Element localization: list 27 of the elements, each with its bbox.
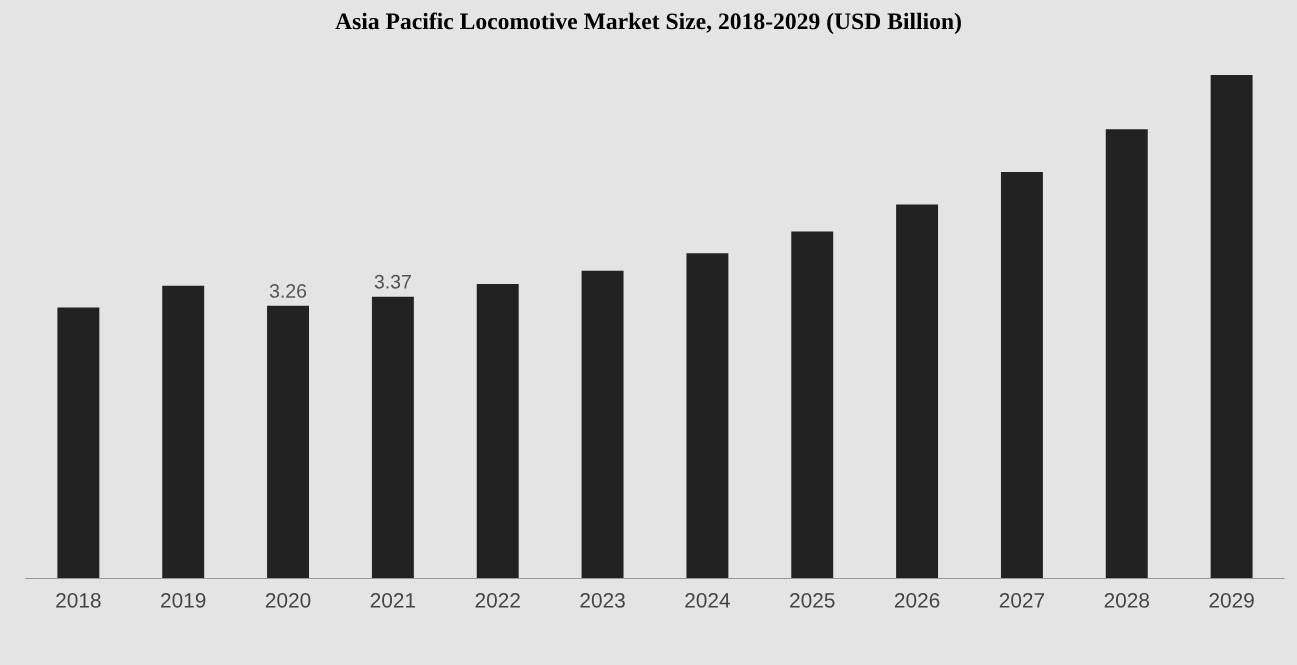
x-tick-label: 2018 (56, 592, 101, 608)
data-label: 3.37 (374, 274, 411, 289)
data-label: 3.26 (269, 284, 307, 298)
x-tick-label: 2020 (265, 592, 311, 608)
x-tick-label: 2026 (894, 592, 940, 608)
bar (162, 285, 205, 579)
bar (1210, 74, 1253, 579)
bar (267, 305, 310, 579)
x-tick-label: 2028 (1104, 592, 1150, 608)
x-tick-label: 2023 (580, 592, 625, 608)
bar (791, 231, 834, 579)
x-tick-label: 2022 (475, 592, 520, 608)
chart-title: Asia Pacific Locomotive Market Size, 2018-2029 (USD Billion) (335, 12, 961, 35)
bar (1105, 129, 1148, 579)
bar (581, 270, 624, 579)
bar (686, 253, 729, 579)
bar (896, 204, 939, 579)
x-tick-label: 2027 (999, 592, 1045, 608)
bar (57, 307, 100, 579)
x-tick-label: 2024 (685, 592, 730, 608)
bar (1000, 172, 1043, 579)
bar (371, 296, 414, 579)
x-tick-label: 2021 (370, 592, 416, 608)
bar (476, 284, 519, 579)
x-tick-label: 2029 (1209, 592, 1254, 608)
x-tick-label: 2019 (161, 592, 206, 608)
x-tick-label: 2025 (790, 592, 835, 608)
